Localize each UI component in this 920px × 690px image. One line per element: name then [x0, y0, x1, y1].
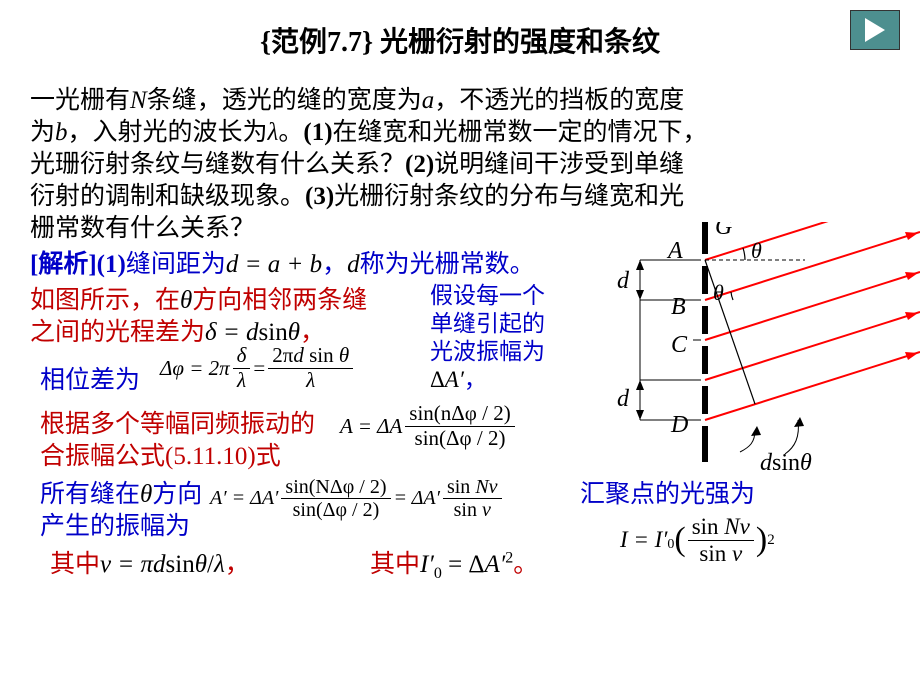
label-d1: d	[617, 268, 630, 294]
where-v: 其中v = πdsinθ/λ，	[50, 544, 250, 580]
label-G: G	[715, 222, 732, 240]
formula-ref-1: 根据多个等幅同频振动的	[40, 404, 315, 440]
label-theta1: θ	[751, 238, 762, 263]
title-text: 光栅衍射的强度和条纹	[380, 27, 660, 58]
label-dsintheta: dsinθ	[760, 450, 812, 476]
phase-diff-label: 相位差为	[40, 360, 140, 396]
equation-amplitude: A = ΔA sin(nΔφ / 2) sin(Δφ / 2)	[340, 406, 518, 446]
all-slits-2: 产生的振幅为	[40, 506, 190, 542]
problem-line-4: 衍射的调制和缺级现象。(3)光栅衍射条纹的分布与缝宽和光	[30, 176, 684, 212]
problem-line-1: 一光栅有N条缝，透光的缝的宽度为a，不透光的挡板的宽度	[30, 80, 684, 116]
formula-ref-2: 合振幅公式(5.11.10)式	[40, 436, 281, 472]
problem-line-2: 为b，入射光的波长为λ。(1)在缝宽和光栅常数一定的情况下，	[30, 112, 708, 148]
label-D: D	[670, 412, 688, 438]
label-d2: d	[617, 386, 630, 412]
label-C: C	[671, 332, 688, 358]
label-A: A	[666, 238, 683, 264]
problem-line-5: 栅常数有什么关系？	[30, 208, 255, 244]
analysis-line-2: 如图所示，在θ方向相邻两条缝	[30, 280, 367, 316]
equation-amplitude-prime: A′ = ΔA′ sin(NΔφ / 2) sin(Δφ / 2) = ΔA′ …	[210, 478, 505, 518]
title-prefix: {范例7.7}	[260, 27, 380, 58]
label-B: B	[671, 294, 686, 320]
equation-phase: Δφ = 2π δ λ = 2πd sin θ λ	[160, 348, 356, 388]
equation-intensity: I = I′0 ( sin Nv sin v )2	[620, 520, 775, 560]
grating-diagram: G A B C D d d θ θ dsinθ	[605, 222, 920, 482]
slide-title: {范例7.7} 光栅衍射的强度和条纹	[0, 20, 920, 60]
analysis-line-1: [解析](1)缝间距为d = a + b，d称为光栅常数。	[30, 244, 535, 280]
aside-4: ΔA′，	[430, 360, 487, 394]
all-slits-1: 所有缝在θ方向	[40, 474, 202, 510]
label-theta2: θ	[713, 280, 724, 305]
where-i0: 其中I′0 = ΔA′2。	[370, 544, 538, 583]
problem-line-3: 光珊衍射条纹与缝数有什么关系？(2)说明缝间干涉受到单缝	[30, 144, 684, 180]
